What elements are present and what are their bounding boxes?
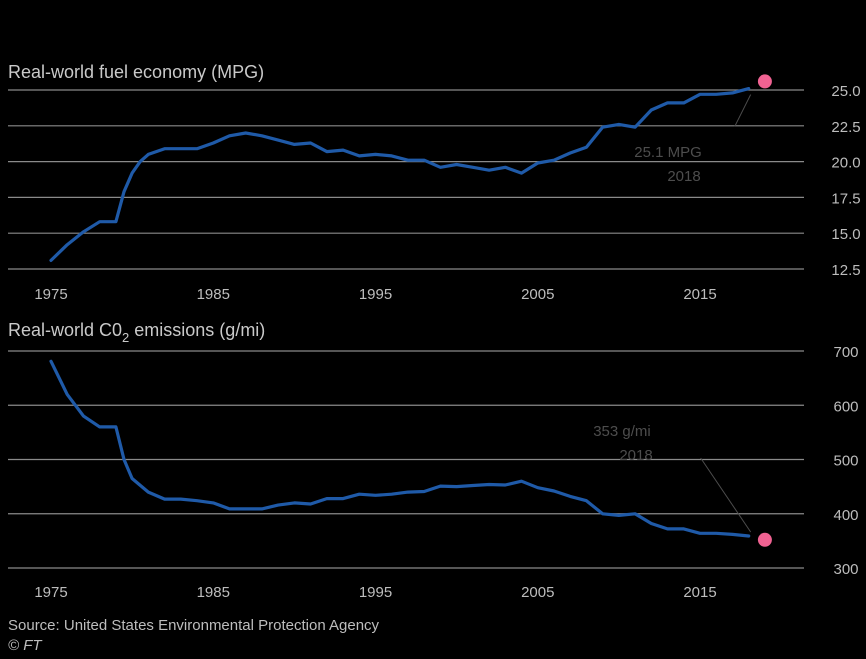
y-tick-label-700: 700 [833, 344, 858, 361]
fuel-economy-chart: Real-world fuel economy (MPG) 12.5 15.0 17… [8, 62, 861, 303]
source-note: Source: United States Environmental Prot… [8, 617, 380, 634]
co2-title-main: Real-world C0 [8, 320, 122, 340]
co2-emissions-annotation: 353 g/mi 2018 [593, 423, 752, 533]
fuel-economy-y-ticks: 12.5 15.0 17.5 20.0 22.5 25.0 [831, 83, 860, 279]
fuel-economy-annotation-value: 25.1 MPG [634, 144, 702, 161]
co2-emissions-gridlines [8, 350, 804, 569]
y-tick-label-12.5: 12.5 [831, 262, 860, 279]
x-tick-label-2005: 2005 [521, 584, 554, 601]
fuel-economy-x-ticks: 1975 1985 1995 2005 2015 [34, 286, 716, 303]
co2-emissions-y-ticks: 300 400 500 600 700 [833, 344, 858, 578]
fuel-economy-title: Real-world fuel economy (MPG) [8, 62, 264, 82]
x-tick-label-1975: 1975 [34, 584, 67, 601]
co2-emissions-highlight-dot [757, 532, 772, 547]
co2-emissions-annotation-leader [700, 457, 752, 533]
co2-emissions-annotation-year: 2018 [619, 447, 652, 464]
y-tick-label-500: 500 [833, 453, 858, 470]
fuel-economy-annotation: 25.1 MPG 2018 [634, 94, 752, 185]
co2-emissions-x-ticks: 1975 1985 1995 2005 2015 [34, 584, 716, 601]
x-tick-label-2005: 2005 [521, 286, 554, 303]
co2-emissions-title: Real-world C02 emissions (g/mi) [8, 320, 265, 345]
co2-title-subscript: 2 [122, 330, 129, 345]
fuel-economy-annotation-year: 2018 [667, 168, 700, 185]
y-tick-label-20.0: 20.0 [831, 155, 860, 172]
x-tick-label-2015: 2015 [683, 584, 716, 601]
fuel-economy-annotation-leader [734, 94, 752, 127]
x-tick-label-1995: 1995 [359, 584, 392, 601]
credit-note: © FT [8, 637, 42, 654]
y-tick-label-17.5: 17.5 [831, 190, 860, 207]
co2-title-suffix: emissions (g/mi) [129, 320, 265, 340]
footer: Source: United States Environmental Prot… [8, 616, 379, 656]
y-tick-label-600: 600 [833, 398, 858, 415]
x-tick-label-2015: 2015 [683, 286, 716, 303]
fuel-economy-series-line [49, 87, 751, 262]
y-tick-label-15.0: 15.0 [831, 226, 860, 243]
x-tick-label-1995: 1995 [359, 286, 392, 303]
co2-emissions-chart: Real-world C02 emissions (g/mi) 300 400 50… [8, 320, 859, 601]
y-tick-label-300: 300 [833, 561, 858, 578]
x-tick-label-1985: 1985 [197, 584, 230, 601]
y-tick-label-22.5: 22.5 [831, 119, 860, 136]
co2-emissions-series-line [49, 359, 751, 538]
x-tick-label-1975: 1975 [34, 286, 67, 303]
co2-emissions-annotation-value: 353 g/mi [593, 423, 651, 440]
y-tick-label-25.0: 25.0 [831, 83, 860, 100]
y-tick-label-400: 400 [833, 507, 858, 524]
fuel-economy-highlight-dot [757, 74, 772, 89]
x-tick-label-1985: 1985 [197, 286, 230, 303]
